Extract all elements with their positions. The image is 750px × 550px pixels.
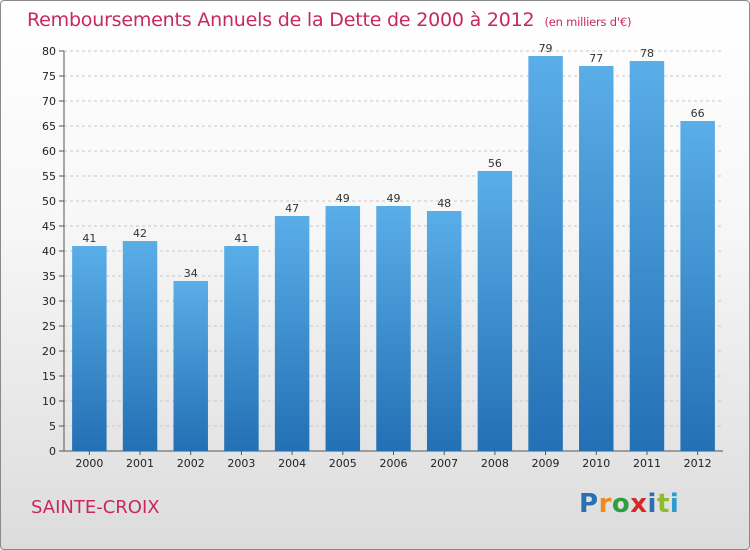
x-tick-label: 2003 <box>227 457 255 470</box>
x-tick-label: 2002 <box>177 457 205 470</box>
bar-value-label: 56 <box>488 157 502 170</box>
bar-2004 <box>274 216 310 451</box>
bar-2000 <box>72 246 107 451</box>
bar-2002 <box>173 281 208 451</box>
bar-2010 <box>579 66 614 451</box>
x-tick-label: 2009 <box>532 457 560 470</box>
x-tick-label: 2012 <box>684 457 712 470</box>
bar-value-label: 79 <box>539 42 553 55</box>
y-tick-label: 55 <box>42 170 56 183</box>
x-tick-label: 2007 <box>430 457 458 470</box>
x-tick-label: 2006 <box>380 457 408 470</box>
bar-value-label: 34 <box>184 267 198 280</box>
bar-2001 <box>122 241 158 451</box>
y-tick-label: 20 <box>42 345 56 358</box>
y-tick-label: 60 <box>42 145 56 158</box>
bar-value-label: 49 <box>336 192 350 205</box>
bar-value-label: 78 <box>640 47 654 60</box>
bar-value-label: 48 <box>437 197 451 210</box>
bar-value-label: 41 <box>82 232 96 245</box>
bar-2012 <box>680 121 715 451</box>
bar-2009 <box>528 56 563 451</box>
logo-letter: i <box>669 489 680 519</box>
bar-2007 <box>426 211 462 451</box>
logo-letter: r <box>598 489 612 519</box>
y-tick-label: 15 <box>42 370 56 383</box>
y-tick-label: 45 <box>42 220 56 233</box>
x-tick-label: 2008 <box>481 457 509 470</box>
x-tick-label: 2005 <box>329 457 357 470</box>
chart-title: Remboursements Annuels de la Dette de 20… <box>27 9 631 31</box>
bar-value-label: 66 <box>691 107 705 120</box>
proxiti-logo[interactable]: Proxiti <box>579 489 679 519</box>
town-name: SAINTE-CROIX <box>31 497 160 518</box>
y-tick-label: 35 <box>42 270 56 283</box>
title-unit: (en milliers d'€) <box>544 15 632 29</box>
x-tick-label: 2004 <box>278 457 306 470</box>
y-tick-label: 80 <box>42 45 56 58</box>
logo-letter: i <box>647 489 657 519</box>
y-tick-label: 30 <box>42 295 56 308</box>
bar-2006 <box>376 206 411 451</box>
logo-letter: o <box>611 489 631 519</box>
bar-value-label: 42 <box>133 227 147 240</box>
bar-2003 <box>224 246 259 451</box>
bar-value-label: 77 <box>589 52 603 65</box>
bar-value-label: 47 <box>285 202 299 215</box>
y-tick-label: 40 <box>42 245 56 258</box>
y-tick-label: 75 <box>42 70 56 83</box>
logo-letter: x <box>630 489 648 519</box>
logo-letter: P <box>579 489 599 519</box>
bar-2008 <box>477 171 513 451</box>
y-tick-label: 25 <box>42 320 56 333</box>
y-tick-label: 5 <box>49 420 56 433</box>
logo-letter: t <box>656 489 670 519</box>
x-tick-label: 2010 <box>582 457 610 470</box>
y-tick-label: 10 <box>42 395 56 408</box>
y-tick-label: 70 <box>42 95 56 108</box>
y-tick-label: 50 <box>42 195 56 208</box>
x-tick-label: 2001 <box>126 457 154 470</box>
title-text: Remboursements Annuels de la Dette de 20… <box>27 9 535 31</box>
bar-2005 <box>325 206 361 451</box>
bar-value-label: 41 <box>234 232 248 245</box>
x-tick-label: 2000 <box>75 457 103 470</box>
bar-2011 <box>629 61 665 451</box>
bar-value-label: 49 <box>387 192 401 205</box>
y-tick-label: 0 <box>49 445 56 458</box>
x-tick-label: 2011 <box>633 457 661 470</box>
y-tick-label: 65 <box>42 120 56 133</box>
